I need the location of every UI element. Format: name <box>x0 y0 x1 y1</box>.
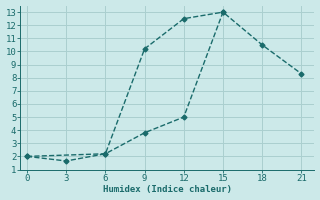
X-axis label: Humidex (Indice chaleur): Humidex (Indice chaleur) <box>103 185 232 194</box>
